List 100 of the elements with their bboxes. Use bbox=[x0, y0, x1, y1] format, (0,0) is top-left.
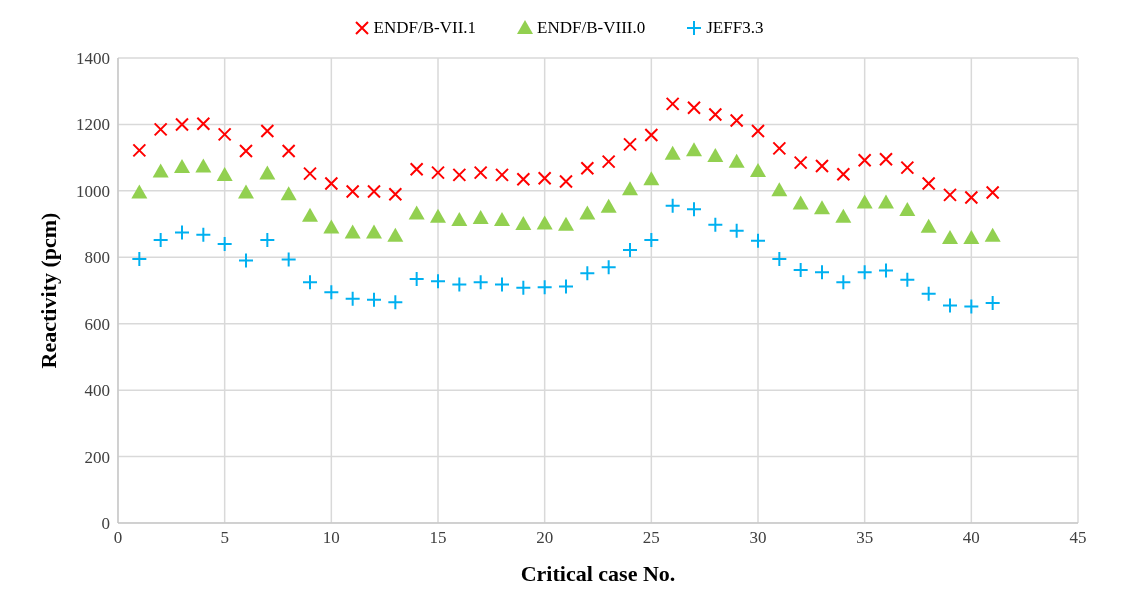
point bbox=[408, 205, 425, 220]
point bbox=[558, 216, 574, 231]
point bbox=[217, 127, 232, 142]
point bbox=[366, 224, 382, 239]
x-tick-label: 0 bbox=[113, 528, 123, 548]
point bbox=[452, 167, 467, 182]
point bbox=[643, 171, 660, 186]
point bbox=[516, 172, 531, 187]
point bbox=[664, 145, 681, 160]
y-tick-label: 200 bbox=[84, 447, 110, 467]
y-tick-label: 600 bbox=[84, 314, 110, 334]
point bbox=[580, 161, 595, 176]
point bbox=[174, 224, 190, 241]
point bbox=[472, 210, 489, 225]
point bbox=[750, 162, 766, 177]
point bbox=[942, 297, 958, 314]
point bbox=[323, 284, 340, 301]
point bbox=[728, 153, 745, 168]
y-axis-title: Reactivity (pcm) bbox=[35, 212, 61, 369]
point bbox=[686, 142, 702, 157]
point bbox=[771, 182, 788, 197]
point bbox=[537, 171, 552, 186]
point bbox=[280, 251, 297, 268]
legend-label: ENDF/B-VII.1 bbox=[372, 18, 477, 38]
point bbox=[280, 186, 297, 201]
point bbox=[409, 162, 424, 177]
point bbox=[216, 166, 233, 181]
point bbox=[494, 276, 510, 293]
point bbox=[430, 208, 446, 223]
point bbox=[238, 252, 254, 269]
point bbox=[729, 113, 744, 128]
point bbox=[174, 158, 190, 173]
point bbox=[964, 190, 979, 205]
point bbox=[515, 216, 532, 231]
point bbox=[302, 274, 318, 291]
point bbox=[536, 279, 553, 296]
point bbox=[451, 212, 468, 227]
point bbox=[216, 236, 233, 252]
point bbox=[387, 227, 404, 242]
point bbox=[260, 124, 275, 139]
point bbox=[792, 261, 809, 278]
point bbox=[686, 201, 702, 218]
point bbox=[387, 294, 404, 311]
y-tick-label: 1400 bbox=[76, 49, 110, 69]
point bbox=[856, 194, 873, 209]
point bbox=[153, 122, 168, 137]
x-tick-label: 10 bbox=[322, 528, 340, 548]
point bbox=[664, 197, 681, 214]
point bbox=[344, 290, 361, 307]
point bbox=[430, 273, 446, 290]
point bbox=[878, 262, 894, 279]
point bbox=[985, 185, 1000, 200]
point bbox=[899, 271, 916, 288]
y-tick-label: 1200 bbox=[76, 115, 110, 135]
point bbox=[579, 265, 596, 282]
point bbox=[601, 154, 616, 169]
x-tick-label: 35 bbox=[856, 528, 874, 548]
point bbox=[835, 274, 852, 291]
point bbox=[132, 143, 147, 158]
point bbox=[175, 117, 189, 132]
x-tick-label: 15 bbox=[429, 528, 447, 548]
point bbox=[644, 128, 659, 143]
point bbox=[900, 160, 915, 175]
point bbox=[835, 208, 852, 223]
y-tick-label: 400 bbox=[84, 381, 110, 401]
point bbox=[772, 141, 787, 156]
point bbox=[345, 184, 360, 199]
point bbox=[623, 137, 637, 152]
point bbox=[622, 181, 638, 196]
point bbox=[707, 216, 724, 233]
legend-label: JEFF3.3 bbox=[705, 18, 764, 38]
x-tick-label: 5 bbox=[220, 528, 229, 548]
x-tick-label: 30 bbox=[749, 528, 767, 548]
y-tick-label: 1000 bbox=[76, 181, 110, 201]
point bbox=[558, 278, 574, 295]
point bbox=[792, 195, 809, 210]
x-tick-label: 20 bbox=[536, 528, 554, 548]
point bbox=[388, 187, 403, 202]
point bbox=[259, 165, 276, 180]
point bbox=[963, 230, 980, 245]
y-tick-label: 800 bbox=[84, 248, 110, 268]
point bbox=[495, 167, 509, 182]
point bbox=[303, 166, 317, 181]
point bbox=[836, 167, 851, 182]
point bbox=[344, 224, 361, 239]
point bbox=[152, 232, 169, 249]
point bbox=[878, 194, 894, 209]
point bbox=[943, 187, 957, 202]
point bbox=[707, 147, 724, 162]
point bbox=[920, 218, 937, 233]
point bbox=[367, 184, 381, 199]
point bbox=[323, 219, 340, 234]
point bbox=[239, 144, 253, 158]
point bbox=[131, 250, 148, 267]
point bbox=[751, 124, 765, 139]
point bbox=[857, 153, 872, 168]
point bbox=[963, 298, 980, 315]
point bbox=[920, 285, 937, 302]
point bbox=[259, 232, 276, 249]
point bbox=[366, 291, 382, 308]
